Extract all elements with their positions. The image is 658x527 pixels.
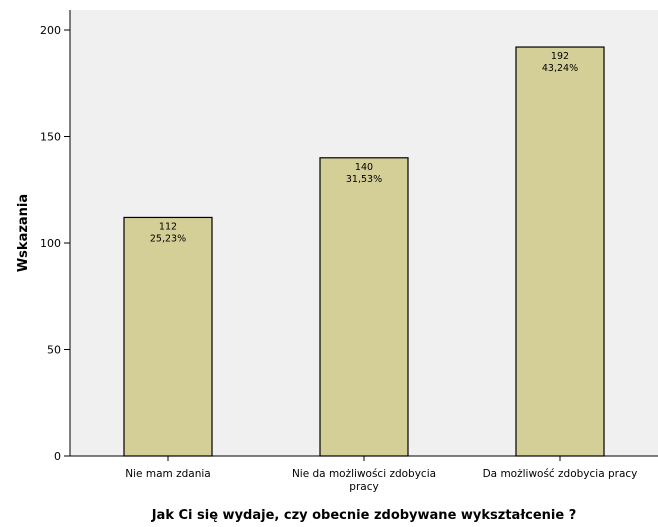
y-tick-label: 100 xyxy=(40,237,61,250)
x-tick-label: Nie mam zdania xyxy=(125,468,210,480)
x-axis-title: Jak Ci się wydaje, czy obecnie zdobywane… xyxy=(151,508,577,523)
x-axis: Nie mam zdania Nie da możliwości zdobycia… xyxy=(70,455,658,493)
bar-value-label: 192 xyxy=(551,51,569,62)
x-tick-label: Da możliwość zdobycia pracy xyxy=(483,468,638,480)
bar-percent-label: 43,24% xyxy=(542,63,578,74)
y-tick-label: 50 xyxy=(47,344,61,357)
bar-value-label: 112 xyxy=(159,221,177,232)
bar xyxy=(123,216,213,457)
x-tick-label: pracy xyxy=(349,481,378,493)
y-axis-title: Wskazania xyxy=(16,194,31,272)
bar-value-label: 140 xyxy=(355,162,373,173)
x-tick-label: Nie da możliwości zdobycia xyxy=(292,468,436,480)
y-tick-label: 200 xyxy=(40,24,61,37)
bar xyxy=(319,157,409,457)
y-tick-label: 0 xyxy=(54,450,61,463)
bar xyxy=(515,46,605,457)
y-axis: 0 50 100 150 200 xyxy=(40,10,71,463)
y-tick-label: 150 xyxy=(40,131,61,144)
bar-percent-label: 31,53% xyxy=(346,174,382,185)
bar-percent-label: 25,23% xyxy=(150,233,186,244)
